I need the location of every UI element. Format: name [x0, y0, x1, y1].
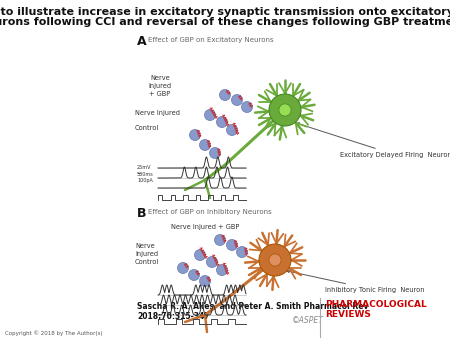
Text: Effect of GBP on Inhibitory Neurons: Effect of GBP on Inhibitory Neurons [148, 209, 272, 215]
Circle shape [177, 263, 189, 273]
Circle shape [194, 249, 206, 261]
Circle shape [216, 265, 228, 275]
Text: Excitatory Delayed Firing  Neuron: Excitatory Delayed Firing Neuron [297, 123, 450, 158]
Text: Nerve Injured: Nerve Injured [135, 110, 180, 116]
Circle shape [259, 244, 291, 276]
Text: 2018;70:315-347: 2018;70:315-347 [137, 311, 210, 320]
Circle shape [226, 124, 238, 136]
Text: Control: Control [135, 125, 159, 131]
Circle shape [207, 257, 217, 267]
Text: Effect of GBP on Excitatory Neurons: Effect of GBP on Excitatory Neurons [148, 37, 274, 43]
Text: Nerve
Injured
+ GBP: Nerve Injured + GBP [148, 75, 171, 97]
Circle shape [216, 117, 228, 127]
Text: (A) Diagram to illustrate increase in excitatory synaptic transmission onto exci: (A) Diagram to illustrate increase in ex… [0, 7, 450, 17]
Circle shape [226, 240, 238, 250]
Circle shape [215, 235, 225, 245]
Circle shape [189, 129, 201, 141]
Text: ©ASPET: ©ASPET [292, 316, 324, 325]
Circle shape [189, 269, 199, 281]
Text: PHARMACOLOGICAL: PHARMACOLOGICAL [325, 300, 427, 309]
Circle shape [269, 254, 281, 266]
Circle shape [242, 101, 252, 113]
Circle shape [199, 140, 211, 150]
Circle shape [269, 94, 301, 126]
Circle shape [210, 147, 220, 159]
Text: REVIEWS: REVIEWS [325, 310, 371, 319]
Text: Copyright © 2018 by The Author(s): Copyright © 2018 by The Author(s) [5, 330, 103, 336]
Text: 500ms: 500ms [137, 172, 154, 177]
Text: neurons following CCI and reversal of these changes following GBP treatment.: neurons following CCI and reversal of th… [0, 17, 450, 27]
Circle shape [231, 95, 243, 105]
Text: 25mV
─: 25mV ─ [137, 165, 152, 176]
Circle shape [237, 246, 248, 258]
Circle shape [279, 104, 291, 116]
Circle shape [204, 110, 216, 121]
Text: Nerve Injured + GBP: Nerve Injured + GBP [171, 224, 239, 230]
Text: A: A [137, 35, 147, 48]
Circle shape [199, 275, 211, 287]
Text: Control: Control [135, 259, 159, 265]
Text: 100pA: 100pA [137, 178, 153, 183]
Text: B: B [137, 207, 147, 220]
Text: Inhibitory Tonic Firing  Neuron: Inhibitory Tonic Firing Neuron [287, 270, 424, 293]
Circle shape [220, 90, 230, 100]
Text: Nerve
Injured: Nerve Injured [135, 243, 158, 257]
Text: Sascha R. A. Alles, and Peter A. Smith Pharmacol Rev: Sascha R. A. Alles, and Peter A. Smith P… [137, 302, 369, 311]
